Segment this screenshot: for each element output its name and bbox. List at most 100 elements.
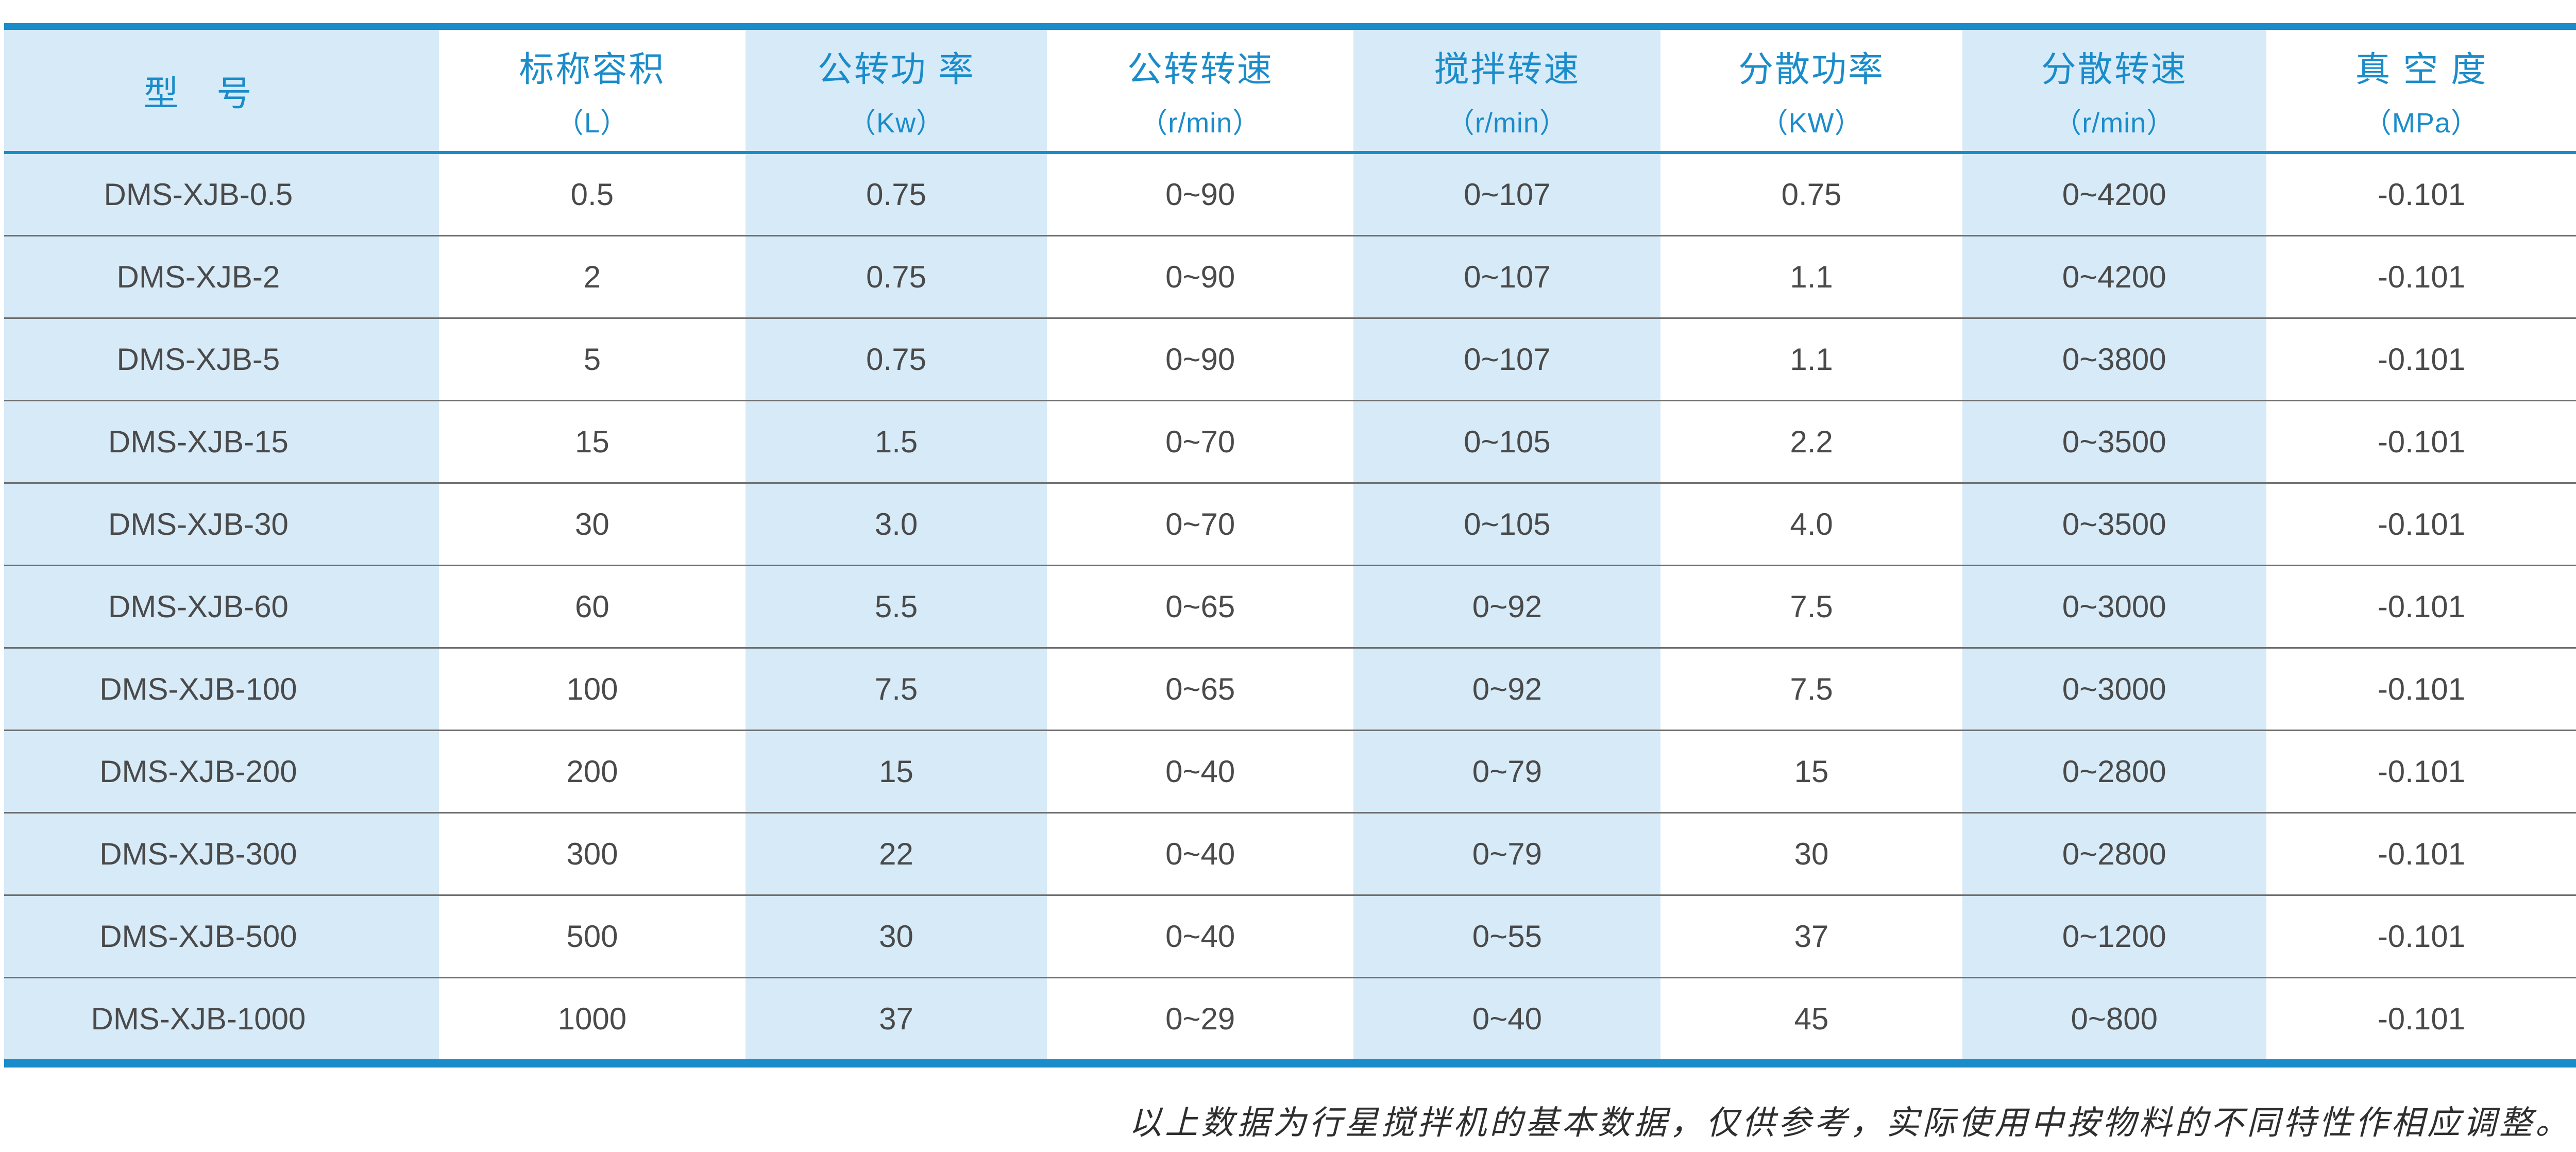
model-cell: DMS-XJB-300	[4, 812, 439, 895]
value-cell: 7.5	[745, 647, 1047, 731]
column-title: 真 空 度	[2355, 49, 2488, 89]
value-cell: 0~79	[1353, 730, 1661, 813]
value-cell: 15	[438, 400, 745, 483]
value-cell: 200	[438, 730, 745, 813]
model-cell: DMS-XJB-200	[4, 730, 439, 813]
value-cell: 37	[1660, 894, 1962, 978]
column-unit: （MPa）	[2363, 107, 2479, 139]
value-cell: 0~90	[1047, 235, 1354, 318]
table-row: DMS-XJB-0.5 0.5 0.75 0~90 0~107 0.75 0~4200 -0.…	[4, 153, 2576, 236]
value-cell: -0.101	[2266, 730, 2576, 813]
table-row: DMS-XJB-2 2 0.75 0~90 0~107 1.1 0~4200 -0.101	[4, 235, 2576, 318]
value-cell: 0~40	[1353, 977, 1661, 1059]
value-cell: 7.5	[1660, 565, 1962, 648]
column-title: 标称容积	[519, 49, 666, 89]
table-row: DMS-XJB-100 100 7.5 0~65 0~92 7.5 0~3000 -0.101	[4, 647, 2576, 731]
value-cell: 30	[745, 894, 1047, 978]
value-cell: 30	[1660, 812, 1962, 895]
value-cell: -0.101	[2266, 812, 2576, 895]
table-header-row: 型 号 标称容积 （L） 公转功 率 （Kw） 公转转速 （r/min） 搅拌转速 （r/min…	[4, 30, 2576, 154]
model-cell: DMS-XJB-30	[4, 482, 439, 566]
column-title: 公转转速	[1127, 49, 1274, 89]
model-cell: DMS-XJB-100	[4, 647, 439, 731]
value-cell: 0~105	[1353, 482, 1661, 566]
spec-table: 型 号 标称容积 （L） 公转功 率 （Kw） 公转转速 （r/min） 搅拌转速 （r/min…	[4, 30, 2576, 1059]
table-row: DMS-XJB-1000 1000 37 0~29 0~40 45 0~800 -0.101	[4, 977, 2576, 1059]
table-row: DMS-XJB-200 200 15 0~40 0~79 15 0~2800 -0.101	[4, 730, 2576, 813]
value-cell: 500	[438, 894, 745, 978]
value-cell: 0~29	[1047, 977, 1354, 1059]
column-unit: （Kw）	[848, 107, 945, 139]
value-cell: 300	[438, 812, 745, 895]
value-cell: 0~107	[1353, 317, 1661, 401]
value-cell: 0~3000	[1962, 647, 2266, 731]
column-header-2: 公转功 率 （Kw）	[745, 30, 1047, 154]
value-cell: 0~107	[1353, 235, 1661, 318]
value-cell: -0.101	[2266, 894, 2576, 978]
value-cell: -0.101	[2266, 317, 2576, 401]
column-unit: （r/min）	[1446, 107, 1568, 139]
value-cell: 0~2800	[1962, 730, 2266, 813]
value-cell: 0~105	[1353, 400, 1661, 483]
page: 型 号 标称容积 （L） 公转功 率 （Kw） 公转转速 （r/min） 搅拌转速 （r/min…	[0, 23, 2576, 1144]
value-cell: 5.5	[745, 565, 1047, 648]
column-title: 分散功率	[1738, 49, 1885, 89]
value-cell: 0~3500	[1962, 400, 2266, 483]
value-cell: 0~40	[1047, 894, 1354, 978]
value-cell: 22	[745, 812, 1047, 895]
value-cell: 5	[438, 317, 745, 401]
value-cell: 0~40	[1047, 812, 1354, 895]
column-unit: （KW）	[1760, 107, 1863, 139]
value-cell: 0~90	[1047, 317, 1354, 401]
value-cell: 3.0	[745, 482, 1047, 566]
column-title: 搅拌转速	[1434, 49, 1581, 89]
value-cell: -0.101	[2266, 565, 2576, 648]
column-header-4: 搅拌转速 （r/min）	[1353, 30, 1661, 154]
table-body: DMS-XJB-0.5 0.5 0.75 0~90 0~107 0.75 0~4200 -0.…	[4, 153, 2576, 1059]
value-cell: -0.101	[2266, 647, 2576, 731]
value-cell: 4.0	[1660, 482, 1962, 566]
footer-note: 以上数据为行星搅拌机的基本数据，仅供参考，实际使用中按物料的不同特性作相应调整。	[1129, 1104, 2571, 1142]
value-cell: 7.5	[1660, 647, 1962, 731]
value-cell: 0.75	[745, 235, 1047, 318]
value-cell: 0.75	[745, 153, 1047, 236]
value-cell: 0.75	[1660, 153, 1962, 236]
value-cell: 0~3800	[1962, 317, 2266, 401]
column-title: 公转功 率	[817, 49, 975, 89]
column-header-7: 真 空 度 （MPa）	[2266, 30, 2576, 154]
column-header-0: 型 号	[4, 30, 439, 154]
value-cell: 0~92	[1353, 647, 1661, 731]
value-cell: 0~4200	[1962, 235, 2266, 318]
value-cell: -0.101	[2266, 153, 2576, 236]
spec-table-wrap: 型 号 标称容积 （L） 公转功 率 （Kw） 公转转速 （r/min） 搅拌转速 （r/min…	[4, 23, 2576, 1068]
value-cell: 0~107	[1353, 153, 1661, 236]
value-cell: 0.75	[745, 317, 1047, 401]
column-title: 型 号	[143, 74, 253, 113]
table-row: DMS-XJB-5 5 0.75 0~90 0~107 1.1 0~3800 -0.101	[4, 317, 2576, 401]
value-cell: 0~3500	[1962, 482, 2266, 566]
value-cell: -0.101	[2266, 235, 2576, 318]
column-header-3: 公转转速 （r/min）	[1047, 30, 1354, 154]
value-cell: 15	[1660, 730, 1962, 813]
column-unit: （L）	[555, 107, 629, 139]
value-cell: 0~2800	[1962, 812, 2266, 895]
value-cell: 30	[438, 482, 745, 566]
model-cell: DMS-XJB-2	[4, 235, 439, 318]
model-cell: DMS-XJB-0.5	[4, 153, 439, 236]
value-cell: 0~92	[1353, 565, 1661, 648]
value-cell: -0.101	[2266, 482, 2576, 566]
value-cell: 0~70	[1047, 482, 1354, 566]
value-cell: 0~40	[1047, 730, 1354, 813]
value-cell: 0~65	[1047, 565, 1354, 648]
value-cell: 60	[438, 565, 745, 648]
column-unit: （r/min）	[1140, 107, 1261, 139]
column-header-6: 分散转速 （r/min）	[1962, 30, 2266, 154]
value-cell: 1.1	[1660, 317, 1962, 401]
value-cell: 0~90	[1047, 153, 1354, 236]
value-cell: 100	[438, 647, 745, 731]
value-cell: 0~4200	[1962, 153, 2266, 236]
model-cell: DMS-XJB-1000	[4, 977, 439, 1059]
value-cell: 15	[745, 730, 1047, 813]
value-cell: 2	[438, 235, 745, 318]
value-cell: 0~1200	[1962, 894, 2266, 978]
